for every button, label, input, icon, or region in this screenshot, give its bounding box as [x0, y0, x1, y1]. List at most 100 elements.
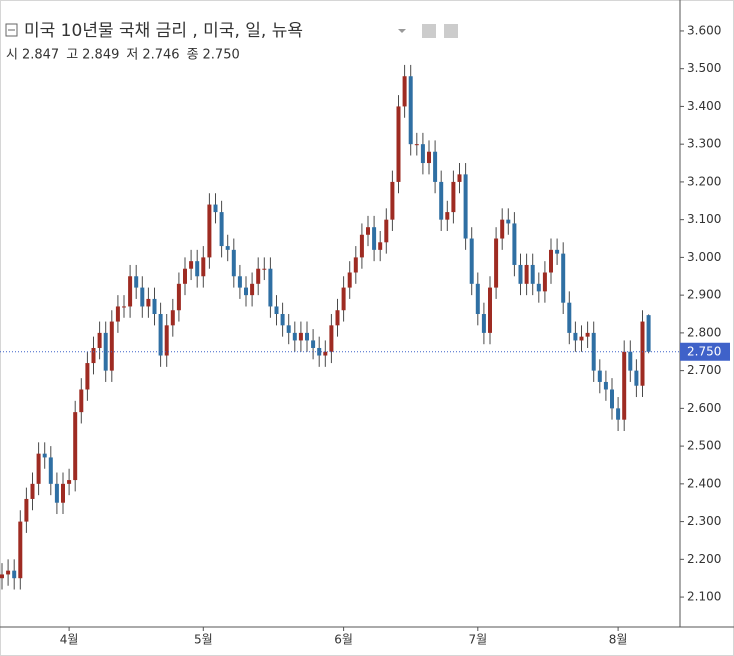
candle-body [231, 249, 236, 277]
y-tick-label: 2.800 [687, 325, 721, 339]
ohlc-header: 시 2.847 고 2.849 저 2.746 종 2.750 [6, 48, 240, 63]
candle-body [152, 298, 157, 315]
last-price-label: 2.750 [687, 344, 721, 358]
y-tick-label: 3.200 [687, 174, 721, 188]
y-tick-label: 3.600 [687, 23, 721, 37]
candle-body [341, 287, 346, 311]
candle-body [140, 287, 145, 307]
collapse-icon[interactable] [5, 23, 18, 37]
ohlc-name: 고 [66, 48, 78, 63]
candle-body [207, 204, 212, 258]
candle-body [591, 332, 596, 371]
y-tick-label: 3.300 [687, 137, 721, 151]
last-price-box [680, 342, 730, 361]
candle-body [268, 268, 273, 307]
candle-body [311, 340, 316, 348]
candle-body [48, 457, 53, 484]
candle-body [335, 310, 340, 326]
candle-body [73, 412, 78, 481]
candle-body [603, 381, 608, 390]
candle-body [183, 268, 187, 284]
candle-body [402, 76, 407, 107]
candle-body [359, 234, 364, 258]
candle-body [134, 276, 139, 288]
dropdown-arrow[interactable] [398, 29, 406, 33]
candle-body [292, 332, 297, 341]
y-tick-label: 3.100 [687, 212, 721, 226]
ohlc-name: 시 [6, 48, 18, 63]
y-tick-label: 2.900 [687, 288, 721, 302]
candle-body [524, 264, 529, 284]
candle-body [262, 268, 267, 270]
candle-body [439, 181, 444, 220]
candle-body [54, 483, 59, 503]
candle-body [549, 249, 553, 273]
candle-body [115, 306, 120, 322]
gear-icon[interactable] [444, 24, 458, 38]
candle-body [12, 570, 17, 579]
candle-body [494, 238, 499, 288]
ohlc-value: 2.849 [82, 48, 119, 63]
candle-body [579, 336, 584, 341]
candle-body [463, 174, 468, 239]
y-tick-label: 3.000 [687, 250, 721, 264]
x-tick-label: 6월 [334, 633, 353, 647]
candle-body [158, 314, 163, 356]
candle-body [286, 325, 291, 333]
ohlc-name: 종 [187, 48, 199, 63]
candle-body [500, 219, 505, 239]
candle-body [18, 521, 23, 579]
candle-body [622, 351, 627, 420]
candle-body [573, 332, 578, 341]
candle-body [176, 283, 181, 311]
candle-body [420, 144, 425, 164]
candle-body [280, 314, 285, 326]
candle-body [195, 261, 200, 277]
y-tick-label: 2.500 [687, 439, 721, 453]
candle-body [170, 310, 175, 326]
candle-body [42, 453, 47, 458]
candle-body [475, 283, 480, 315]
candle-body [427, 151, 431, 164]
candle-body [610, 389, 614, 409]
ohlc-value: 2.847 [22, 48, 59, 63]
y-tick-label: 2.200 [687, 552, 721, 566]
candle-body [408, 76, 413, 145]
candle-body [366, 227, 370, 235]
candle-body [79, 389, 84, 413]
candle-body [250, 283, 255, 296]
candle-body [256, 268, 261, 284]
candle-body [91, 347, 96, 364]
candle-body [414, 144, 419, 146]
candle-body [36, 453, 41, 484]
candle-body [488, 287, 492, 333]
candle-body [85, 363, 90, 390]
candle-body [30, 483, 35, 499]
chart-title: 미국 10년물 국채 금리 , 미국, 일, 뉴욕 [24, 21, 303, 41]
candle-body [225, 246, 230, 250]
candle-body [67, 480, 72, 484]
settings-icon[interactable] [422, 24, 436, 38]
candle-body [189, 261, 194, 269]
candle-body [384, 219, 389, 243]
candle-body [347, 272, 352, 288]
y-tick-label: 2.400 [687, 476, 721, 490]
x-tick-label: 8월 [609, 633, 628, 647]
candle-body [597, 370, 602, 382]
candle-body [201, 257, 206, 277]
candle-body [24, 498, 29, 522]
x-tick-label: 4월 [60, 633, 79, 647]
candle-body [567, 302, 572, 333]
y-tick-label: 3.400 [687, 99, 721, 113]
candle-body [628, 351, 633, 371]
candle-body [237, 276, 242, 288]
y-tick-label: 2.300 [687, 514, 721, 528]
candle-body [244, 287, 248, 296]
candle-body [433, 151, 438, 182]
candle-body [378, 242, 383, 250]
candle-body [61, 483, 65, 503]
candle-body [109, 321, 114, 371]
candle-body [329, 325, 334, 352]
candle-body [561, 253, 566, 303]
